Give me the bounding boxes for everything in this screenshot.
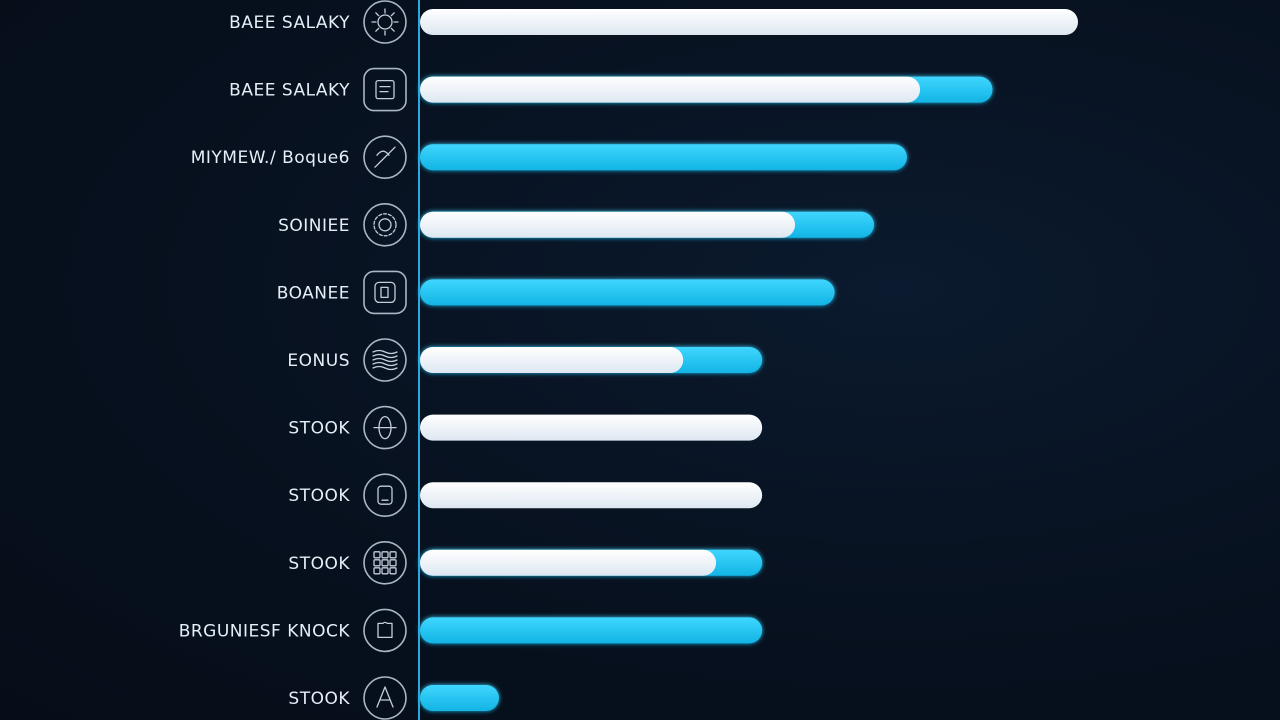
category-label: BAEE SALAKY bbox=[229, 81, 350, 101]
bar-segment-light bbox=[420, 414, 763, 441]
document-square-icon bbox=[363, 270, 407, 315]
bar-row bbox=[420, 685, 499, 711]
bar-row bbox=[420, 549, 763, 576]
slash-circle-icon bbox=[363, 135, 407, 179]
icons-layer bbox=[363, 0, 407, 720]
category-label: STOOK bbox=[288, 486, 350, 506]
puzzle-circle-icon bbox=[363, 608, 407, 653]
bar-row bbox=[420, 482, 763, 509]
bar-segment-light bbox=[420, 211, 796, 238]
bars-layer bbox=[420, 9, 1078, 711]
bar-row bbox=[420, 414, 763, 441]
category-label: BOANEE bbox=[277, 283, 350, 303]
bar-segment-light bbox=[420, 347, 684, 373]
bar-row bbox=[420, 617, 763, 644]
bar-segment-light bbox=[420, 9, 1078, 35]
bar-segment-light bbox=[420, 549, 717, 576]
gear-badge-icon bbox=[363, 203, 407, 247]
bar-segment-accent bbox=[420, 144, 907, 171]
category-label: EONUS bbox=[287, 351, 350, 371]
wave-stack-icon bbox=[363, 338, 407, 382]
category-label: STOOK bbox=[288, 689, 350, 709]
bar-row bbox=[420, 76, 993, 103]
category-label: STOOK bbox=[288, 419, 350, 439]
category-label: STOOK bbox=[288, 554, 350, 574]
bar-segment-accent bbox=[420, 685, 499, 711]
bar-row bbox=[420, 144, 907, 171]
compass-circle-icon bbox=[363, 676, 407, 720]
bar-segment-accent bbox=[420, 617, 763, 644]
bar-row bbox=[420, 211, 875, 238]
bar-segment-light bbox=[420, 76, 921, 103]
grid-text-icon bbox=[363, 540, 407, 585]
bar-segment-light bbox=[420, 482, 763, 509]
bar-row bbox=[420, 347, 763, 373]
category-label: SOINIEE bbox=[278, 216, 350, 236]
category-label: BRGUNIESF KNOCK bbox=[179, 621, 351, 641]
device-circle-icon bbox=[363, 473, 407, 518]
category-label: MIYMEW./ Boque6 bbox=[191, 148, 350, 168]
bar-segment-accent bbox=[420, 279, 835, 306]
bar-row bbox=[420, 9, 1078, 35]
gear-circle-icon bbox=[363, 0, 407, 44]
globe-circle-icon bbox=[363, 405, 407, 450]
category-labels: BAEE SALAKY BAEE SALAKY MIYMEW./ Boque6 SOI… bbox=[179, 13, 351, 709]
tablet-square-icon bbox=[363, 67, 407, 112]
category-label: BAEE SALAKY bbox=[229, 13, 350, 33]
bar-row bbox=[420, 279, 835, 306]
